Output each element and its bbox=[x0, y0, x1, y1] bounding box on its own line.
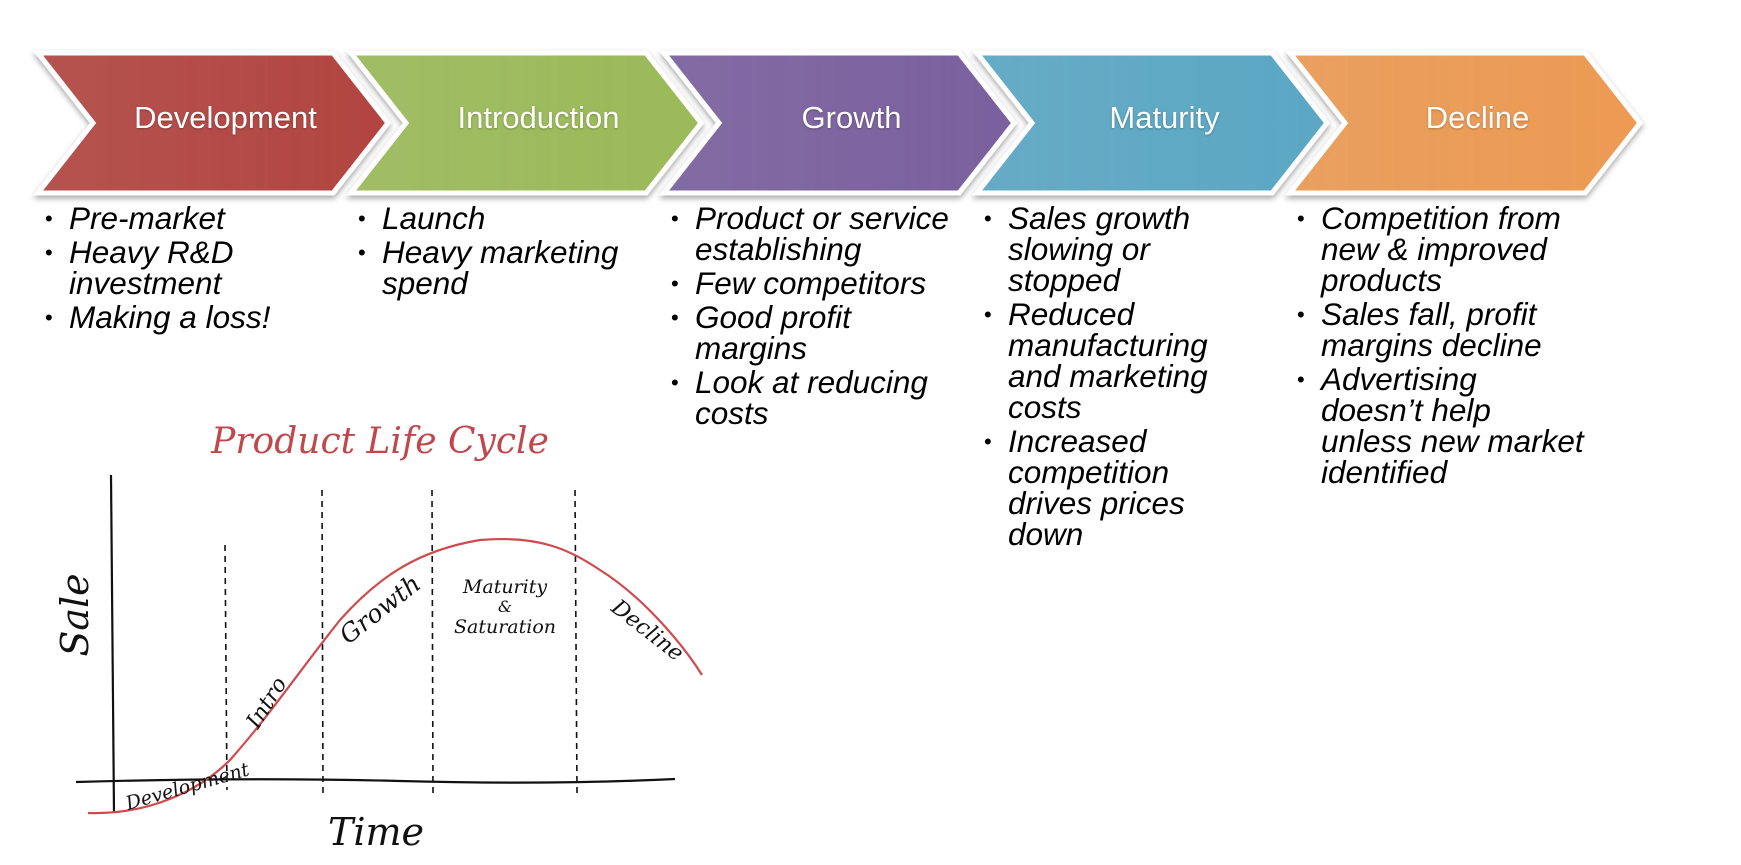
life-cycle-curve bbox=[87, 537, 703, 815]
bullet-item: Increased competition drives prices down bbox=[981, 425, 1241, 550]
x-axis bbox=[75, 777, 676, 784]
maturity-bullets: Sales growth slowing or stopped Reduced … bbox=[981, 202, 1241, 553]
bullet-item: Sales fall, profit margins decline bbox=[1294, 298, 1584, 361]
bullet-item: Sales growth slowing or stopped bbox=[981, 202, 1241, 296]
chevron-maturity bbox=[971, 50, 1331, 196]
phase-label-maturity-line3: Saturation bbox=[454, 616, 556, 638]
bullet-item: Competition from new & improved products bbox=[1294, 202, 1584, 296]
chevron-growth bbox=[658, 50, 1018, 196]
introduction-bullets: Launch Heavy marketing spend bbox=[355, 202, 655, 302]
phase-label-maturity-line1: Maturity bbox=[462, 576, 547, 598]
bullet-item: Pre-market bbox=[42, 202, 322, 234]
stage-chevron-bar bbox=[32, 50, 1644, 196]
growth-bullets: Product or service establishing Few comp… bbox=[668, 202, 968, 432]
phase-label-intro: Intro bbox=[241, 673, 292, 734]
bullet-item: Reduced manufacturing and marketing cost… bbox=[981, 298, 1241, 423]
chevron-label-growth: Growth bbox=[801, 100, 902, 135]
chevron-label-maturity: Maturity bbox=[1109, 100, 1220, 135]
chevron-label-development: Development bbox=[134, 100, 317, 135]
chevron-introduction bbox=[345, 50, 705, 196]
phase-divider-1 bbox=[224, 544, 228, 791]
chevron-label-introduction: Introduction bbox=[457, 100, 620, 135]
product-life-cycle-sketch: Product Life Cycle Sale Time Development… bbox=[53, 421, 703, 854]
phase-divider-4 bbox=[574, 489, 578, 794]
bullet-item: Launch bbox=[355, 202, 655, 234]
chevron-development bbox=[32, 50, 392, 196]
chevron-decline bbox=[1284, 50, 1644, 196]
phase-divider-3 bbox=[431, 489, 434, 794]
phase-label-decline: Decline bbox=[606, 594, 689, 666]
x-axis-label: Time bbox=[328, 810, 424, 854]
y-axis bbox=[109, 474, 116, 814]
development-bullets: Pre-market Heavy R&D investment Making a… bbox=[42, 202, 322, 336]
decline-bullets: Competition from new & improved products… bbox=[1294, 202, 1584, 491]
bullet-item: Advertising doesn’t help unless new mark… bbox=[1294, 363, 1584, 488]
bullet-item: Heavy R&D investment bbox=[42, 236, 322, 299]
y-axis-label: Sale bbox=[53, 573, 97, 656]
bullet-item: Product or service establishing bbox=[668, 202, 968, 265]
phase-label-development: Development bbox=[122, 758, 252, 815]
chevron-label-decline: Decline bbox=[1425, 100, 1530, 135]
bullet-item: Few competitors bbox=[668, 267, 968, 299]
bullet-item: Heavy marketing spend bbox=[355, 236, 655, 299]
sketch-title: Product Life Cycle bbox=[210, 421, 549, 462]
bullet-item: Good profit margins bbox=[668, 301, 968, 364]
bullet-item: Look at reducing costs bbox=[668, 366, 968, 429]
phase-label-maturity-line2: & bbox=[498, 597, 512, 616]
bullet-item: Making a loss! bbox=[42, 301, 322, 333]
